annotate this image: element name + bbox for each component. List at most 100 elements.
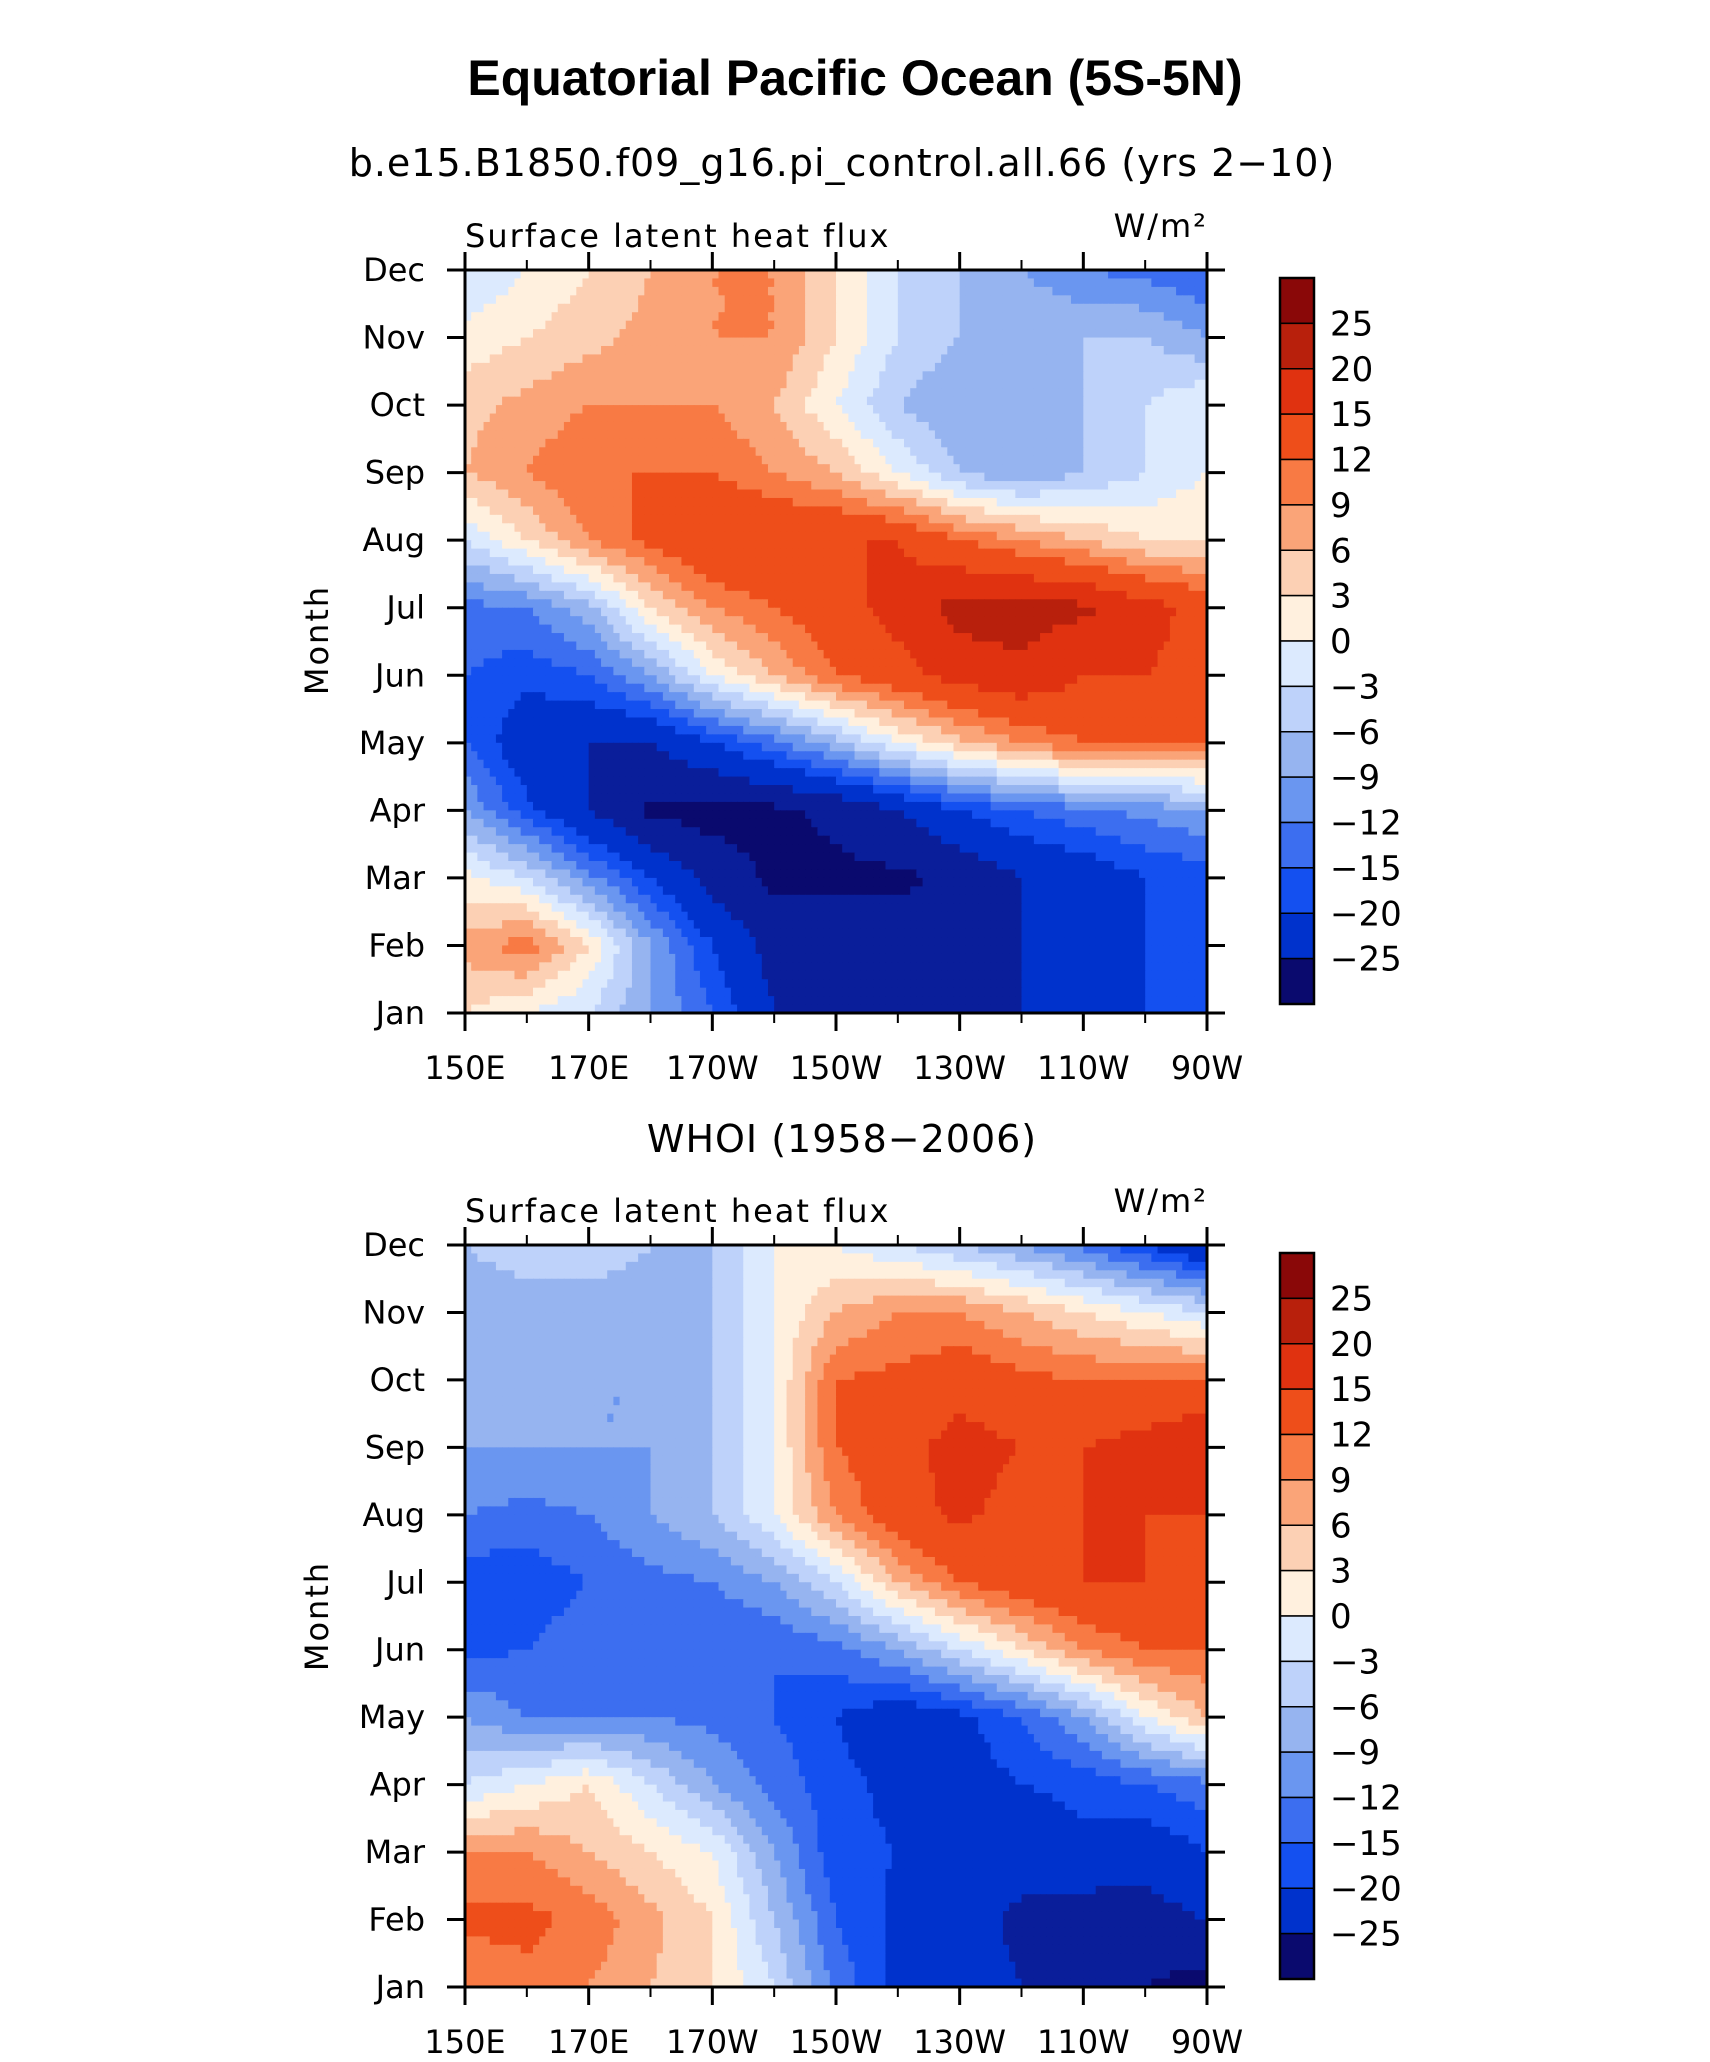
heatmap-cell (557, 582, 565, 592)
heatmap-cell (934, 607, 942, 617)
heatmap-cell (1040, 590, 1047, 600)
heatmap-cell (1027, 362, 1035, 372)
heatmap-cell (675, 540, 683, 550)
heatmap-cell (823, 472, 831, 482)
heatmap-cell (959, 413, 967, 423)
heatmap-cell (588, 312, 596, 322)
heatmap-cell (904, 337, 911, 347)
heatmap-cell (724, 531, 732, 541)
heatmap-cell (922, 497, 930, 508)
heatmap-cell (1009, 607, 1016, 617)
heatmap-cell (1083, 514, 1091, 524)
heatmap-cell (798, 506, 806, 516)
heatmap-cell (465, 312, 472, 322)
heatmap-cell (959, 354, 967, 364)
heatmap-cell (1077, 540, 1084, 550)
heatmap-cell (699, 523, 707, 533)
heatmap-cell (1200, 557, 1208, 567)
heatmap-cell (594, 607, 602, 617)
heatmap-cell (829, 464, 837, 474)
heatmap-cell (941, 557, 948, 567)
heatmap-cell (712, 447, 720, 457)
heatmap-cell (582, 421, 590, 432)
heatmap-cell (1194, 514, 1202, 524)
heatmap-cell (712, 565, 720, 575)
heatmap-cell (1138, 573, 1146, 583)
heatmap-cell (749, 312, 757, 322)
heatmap-cell (941, 270, 948, 280)
heatmap-cell (780, 481, 788, 491)
heatmap-cell (1151, 345, 1159, 356)
heatmap-cell (1138, 455, 1146, 465)
heatmap-cell (891, 405, 899, 415)
heatmap-cell (570, 497, 577, 508)
heatmap-cell (891, 337, 899, 347)
heatmap-cell (669, 582, 676, 592)
heatmap-cell (1021, 497, 1029, 508)
heatmap-cell (471, 278, 478, 288)
heatmap-cell (1009, 295, 1016, 305)
heatmap-cell (1095, 405, 1103, 415)
heatmap-cell (866, 405, 874, 415)
heatmap-cell (1009, 489, 1016, 499)
heatmap-cell (483, 413, 491, 423)
heatmap-cell (823, 607, 831, 617)
heatmap-cell (588, 396, 596, 406)
heatmap-cell (699, 345, 707, 356)
heatmap-cell (904, 303, 911, 313)
heatmap-cell (1002, 396, 1010, 406)
heatmap-cell (805, 295, 812, 305)
heatmap-cell (959, 582, 967, 592)
heatmap-cell (1095, 531, 1103, 541)
heatmap-cell (675, 548, 683, 558)
heatmap-cell (854, 607, 862, 617)
heatmap-cell (1200, 582, 1208, 592)
heatmap-cell (570, 607, 577, 617)
heatmap-cell (557, 354, 565, 364)
heatmap-cell (1089, 354, 1097, 364)
heatmap-cell (965, 405, 973, 415)
heatmap-cell (848, 514, 856, 524)
heatmap-cell (465, 616, 472, 626)
heatmap-cell (1046, 286, 1054, 296)
heatmap-cell (743, 573, 751, 583)
heatmap-cell (675, 278, 683, 288)
heatmap-cell (1163, 464, 1171, 474)
heatmap-cell (483, 523, 491, 533)
heatmap-cell (829, 312, 837, 322)
heatmap-cell (965, 447, 973, 457)
heatmap-cell (1058, 354, 1066, 364)
heatmap-cell (978, 472, 985, 482)
heatmap-cell (1120, 540, 1128, 550)
heatmap-cell (656, 447, 664, 457)
heatmap-cell (1101, 421, 1109, 432)
heatmap-cell (681, 590, 689, 600)
heatmap-cell (792, 531, 800, 541)
heatmap-cell (842, 616, 849, 626)
heatmap-cell (1182, 278, 1190, 288)
heatmap-cell (477, 616, 485, 626)
heatmap-cell (786, 506, 794, 516)
heatmap-cell (1015, 354, 1023, 364)
heatmap-cell (1058, 312, 1066, 322)
heatmap-cell (805, 405, 812, 415)
heatmap-cell (1058, 379, 1066, 389)
heatmap-cell (817, 573, 825, 583)
heatmap-cell (1114, 548, 1122, 558)
heatmap-cell (545, 472, 553, 482)
heatmap-cell (625, 599, 633, 609)
heatmap-cell (662, 607, 670, 617)
heatmap-cell (953, 286, 961, 296)
heatmap-cell (990, 481, 998, 491)
heatmap-cell (656, 481, 664, 491)
heatmap-cell (848, 396, 856, 406)
heatmap-cell (1126, 421, 1134, 432)
heatmap-cell (965, 548, 973, 558)
heatmap-cell (1200, 455, 1208, 465)
heatmap-cell (761, 489, 769, 499)
heatmap-cell (1182, 421, 1190, 432)
heatmap-cell (947, 413, 955, 423)
heatmap-cell (817, 607, 825, 617)
heatmap-cell (780, 278, 788, 288)
heatmap-cell (557, 590, 565, 600)
